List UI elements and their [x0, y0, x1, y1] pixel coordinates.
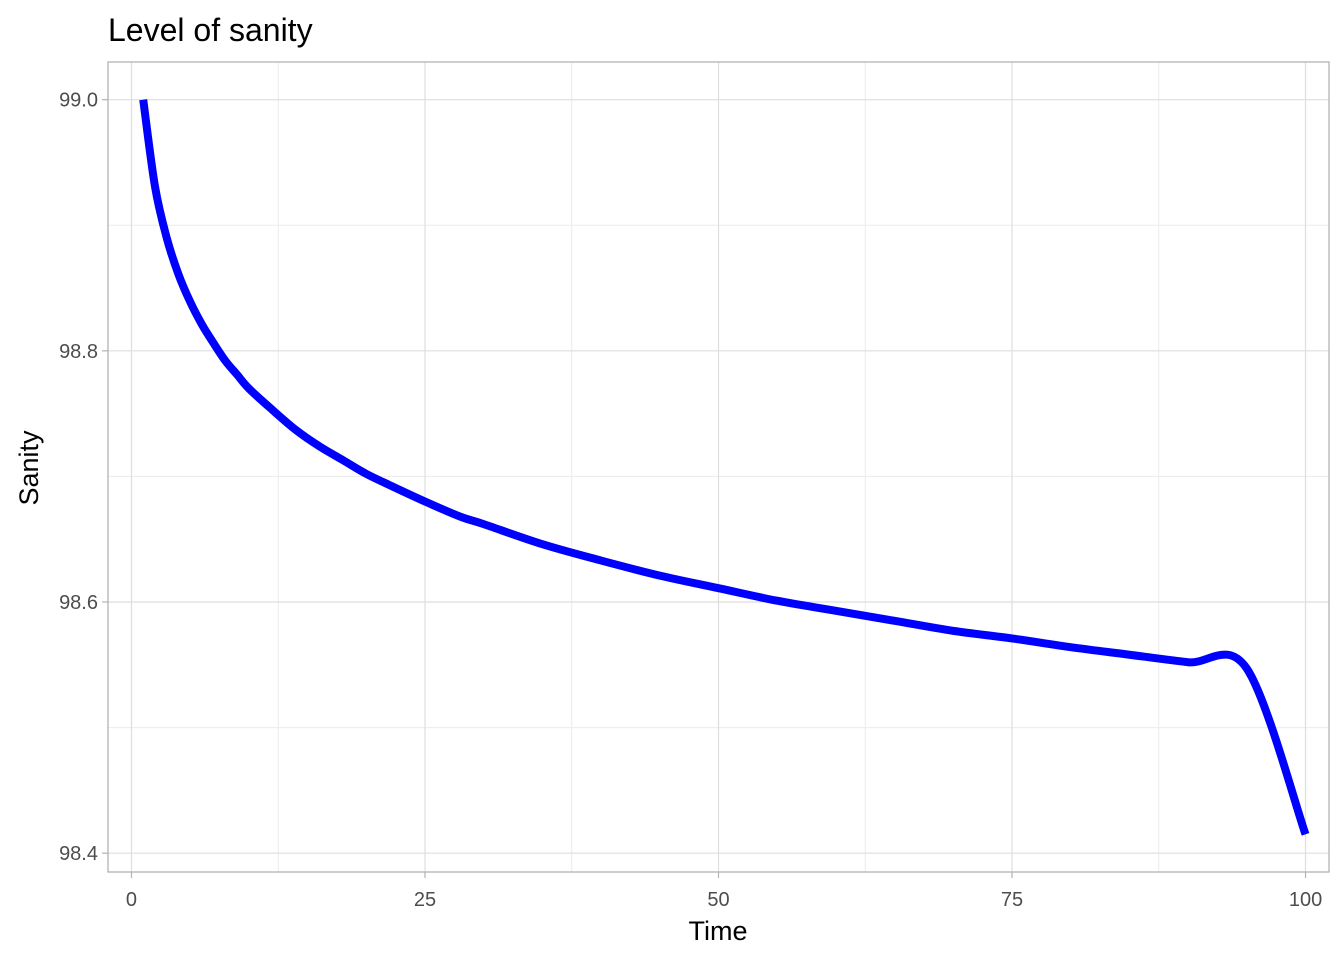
y-tick-label: 98.6 [59, 592, 98, 614]
x-tick-label: 25 [414, 889, 436, 911]
x-tick-label: 0 [126, 889, 137, 911]
y-tick-label: 99.0 [59, 90, 98, 112]
series-line-0 [139, 99, 1310, 836]
y-axis-title: Sanity [14, 430, 44, 506]
chart-title: Level of sanity [108, 12, 313, 48]
y-tick-label: 98.4 [59, 843, 98, 865]
series-layer [139, 99, 1310, 836]
x-tick-label: 75 [1001, 889, 1023, 911]
x-tick-label: 50 [707, 889, 729, 911]
grid-major [108, 62, 1329, 872]
x-tick-label: 100 [1289, 889, 1322, 911]
y-tick-label: 98.8 [59, 341, 98, 363]
x-axis-title: Time [689, 916, 748, 946]
y-axis-ticks: 98.4 98.6 98.8 99.0 [59, 90, 108, 865]
x-axis-ticks: 0 25 50 75 100 [126, 872, 1322, 911]
